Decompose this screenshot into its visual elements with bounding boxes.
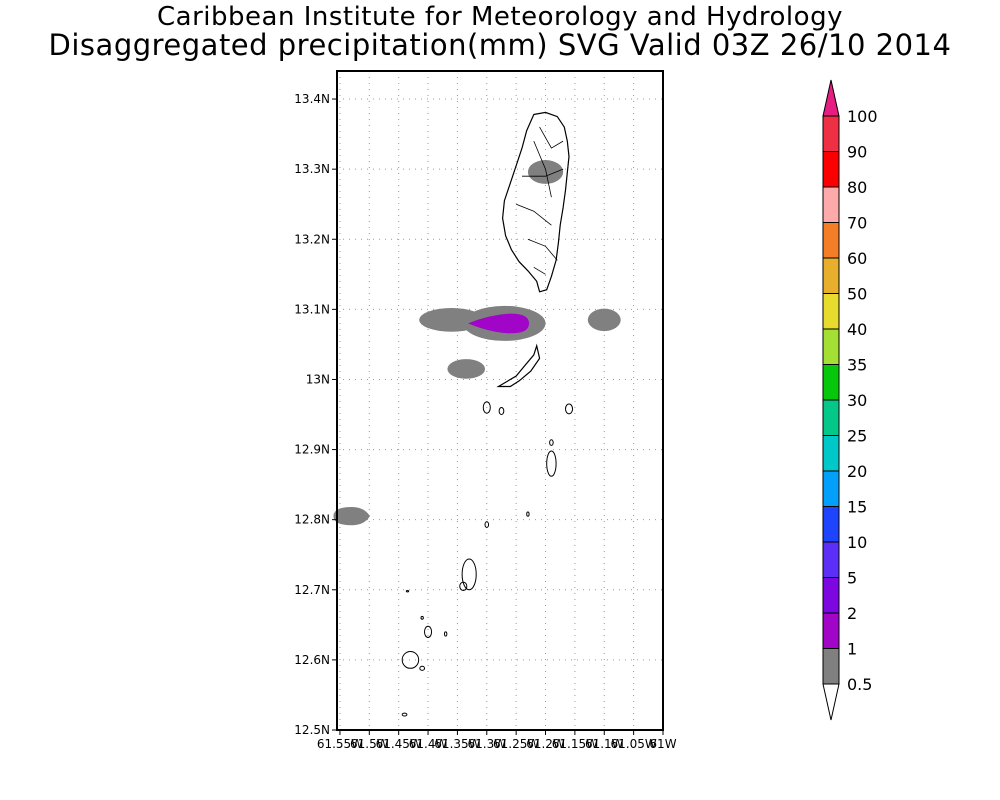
precipitation-areas xyxy=(333,160,621,526)
lon-tick-label: 61.1W xyxy=(585,737,624,751)
saint-vincent-coastline xyxy=(501,111,570,293)
colorbar-label: 60 xyxy=(847,249,867,268)
lon-tick-label: 61W xyxy=(649,737,676,751)
islet-coastline xyxy=(564,403,574,415)
lat-tick-label: 12.8N xyxy=(294,513,330,527)
lon-tick-label: 61.45W xyxy=(376,737,422,751)
colorbar-swatch xyxy=(822,186,840,223)
precip-area-bequia-west-blob xyxy=(447,359,486,379)
colorbar-label: 15 xyxy=(847,498,867,517)
colorbar-swatch xyxy=(822,364,840,401)
islet-coastline xyxy=(526,511,530,517)
watershed-line xyxy=(522,168,564,177)
colorbar-swatch xyxy=(822,293,840,330)
lat-tick-label: 13.2N xyxy=(294,232,330,246)
chart-subtitle: Disaggregated precipitation(mm) SVG Vali… xyxy=(48,28,952,62)
lat-tick-label: 13.3N xyxy=(294,162,330,176)
map-frame xyxy=(336,70,664,731)
lon-tick-label: 61.05W xyxy=(611,737,657,751)
islet-coastline xyxy=(484,521,490,528)
watershed-line xyxy=(527,238,558,261)
colorbar-label: 40 xyxy=(847,320,867,339)
colorbar-label: 35 xyxy=(847,356,867,375)
colorbar-label: 5 xyxy=(847,569,857,588)
islet-coastline xyxy=(405,589,410,593)
bequia-coastline xyxy=(496,343,541,388)
lat-tick-label: 13.1N xyxy=(294,302,330,316)
colorbar-label: 100 xyxy=(847,107,878,126)
islet-coastline xyxy=(401,650,420,669)
lat-tick-label: 13.4N xyxy=(294,92,330,106)
watershed-line xyxy=(539,126,564,149)
precip-area-southwest-blob xyxy=(333,507,370,526)
watershed-line xyxy=(533,140,552,198)
lon-tick-label: 61.4W xyxy=(409,737,448,751)
islet-coastline xyxy=(419,665,426,671)
colorbar-label: 0.5 xyxy=(847,675,872,694)
colorbar-label: 70 xyxy=(847,214,867,233)
colorbar-swatch xyxy=(822,648,840,685)
colorbar-swatch xyxy=(822,470,840,507)
colorbar-swatch xyxy=(822,115,840,152)
lon-tick-label: 61.25W xyxy=(493,737,539,751)
colorbar-label: 30 xyxy=(847,391,867,410)
islet-coastline xyxy=(546,450,557,477)
latitude-axis: 13.4N 13.3N 13.2N 13.1N 13N 12.9N 12.8N 12.7N 12… xyxy=(294,92,337,737)
islet-coastline xyxy=(482,401,491,414)
colorbar-label: 1 xyxy=(847,640,857,659)
islet-coastline xyxy=(549,439,554,446)
precip-area-east-blob xyxy=(587,308,621,332)
lat-tick-label: 13N xyxy=(306,372,330,386)
lon-tick-label: 61.3W xyxy=(467,737,506,751)
longitude-axis: 61.55W61.5W61.45W61.4W61.35W61.3W61.25W6… xyxy=(317,730,677,751)
colorbar-swatch xyxy=(822,151,840,188)
colorbar-label: 80 xyxy=(847,178,867,197)
colorbar-label: 50 xyxy=(847,285,867,304)
lon-tick-label: 61.35W xyxy=(434,737,480,751)
lon-tick-label: 61.55W xyxy=(317,737,363,751)
islet-coastline xyxy=(498,407,505,416)
lon-tick-label: 61.5W xyxy=(350,737,389,751)
lon-tick-label: 61.15W xyxy=(552,737,598,751)
colorbar-label: 25 xyxy=(847,427,867,446)
colorbar-swatch xyxy=(822,399,840,436)
colorbar-swatch xyxy=(822,222,840,259)
islet-coastline xyxy=(459,581,468,591)
colorbar-swatch xyxy=(822,577,840,614)
lat-tick-label: 12.9N xyxy=(294,443,330,457)
lat-tick-label: 12.5N xyxy=(294,723,330,737)
colorbar-swatch xyxy=(822,541,840,578)
colorbar-label: 90 xyxy=(847,143,867,162)
lat-tick-label: 12.6N xyxy=(294,653,330,667)
colorbar-top-arrow xyxy=(822,79,840,117)
colorbar-label: 2 xyxy=(847,604,857,623)
lat-tick-label: 12.7N xyxy=(294,583,330,597)
islet-coastline xyxy=(401,712,408,717)
colorbar-bottom-arrow xyxy=(822,683,840,721)
colorbar-swatch xyxy=(822,435,840,472)
colorbar-swatch xyxy=(822,328,840,365)
colorbar-swatch xyxy=(822,612,840,649)
watershed-line xyxy=(533,266,546,275)
colorbar-label: 10 xyxy=(847,533,867,552)
colorbar-swatch xyxy=(822,506,840,543)
islet-coastline xyxy=(420,615,424,620)
watershed-line xyxy=(516,203,552,226)
islet-coastline xyxy=(461,558,477,591)
colorbar-swatch xyxy=(822,257,840,294)
islet-coastline xyxy=(424,625,433,638)
islet-coastline xyxy=(443,631,448,637)
lon-tick-label: 61.2W xyxy=(526,737,565,751)
chart-title: Caribbean Institute for Meteorology and … xyxy=(157,2,843,32)
precip-area-band-core xyxy=(467,313,530,334)
precip-area-saint-vincent-north xyxy=(527,160,564,184)
colorbar-label: 20 xyxy=(847,462,867,481)
island-coastlines xyxy=(401,111,574,717)
